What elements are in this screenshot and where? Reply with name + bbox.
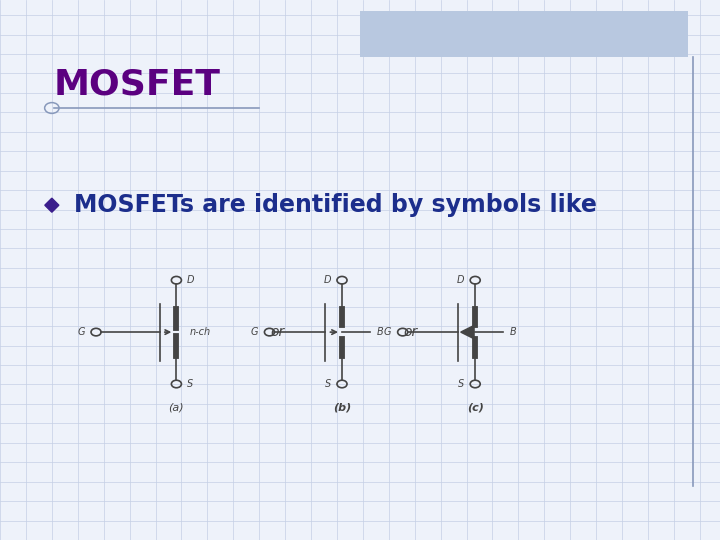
Text: (b): (b) bbox=[333, 402, 351, 413]
Polygon shape bbox=[461, 326, 474, 339]
Text: D: D bbox=[456, 275, 464, 285]
Text: S: S bbox=[458, 379, 464, 389]
Text: (a): (a) bbox=[168, 402, 184, 413]
Text: n-ch: n-ch bbox=[190, 327, 211, 337]
Text: MOSFETs are identified by symbols like: MOSFETs are identified by symbols like bbox=[74, 193, 597, 217]
Text: B: B bbox=[510, 327, 516, 337]
Text: S: S bbox=[186, 379, 193, 389]
Text: G: G bbox=[77, 327, 85, 337]
Text: or: or bbox=[403, 325, 418, 339]
Text: B: B bbox=[377, 327, 383, 337]
Text: G: G bbox=[251, 327, 258, 337]
Text: D: D bbox=[186, 275, 194, 285]
Text: G: G bbox=[384, 327, 392, 337]
Text: (c): (c) bbox=[467, 402, 484, 413]
Text: or: or bbox=[270, 325, 284, 339]
Text: S: S bbox=[325, 379, 330, 389]
Text: D: D bbox=[323, 275, 330, 285]
Text: MOSFET: MOSFET bbox=[54, 68, 221, 102]
Bar bbox=[360, 11, 688, 57]
Polygon shape bbox=[45, 198, 59, 212]
